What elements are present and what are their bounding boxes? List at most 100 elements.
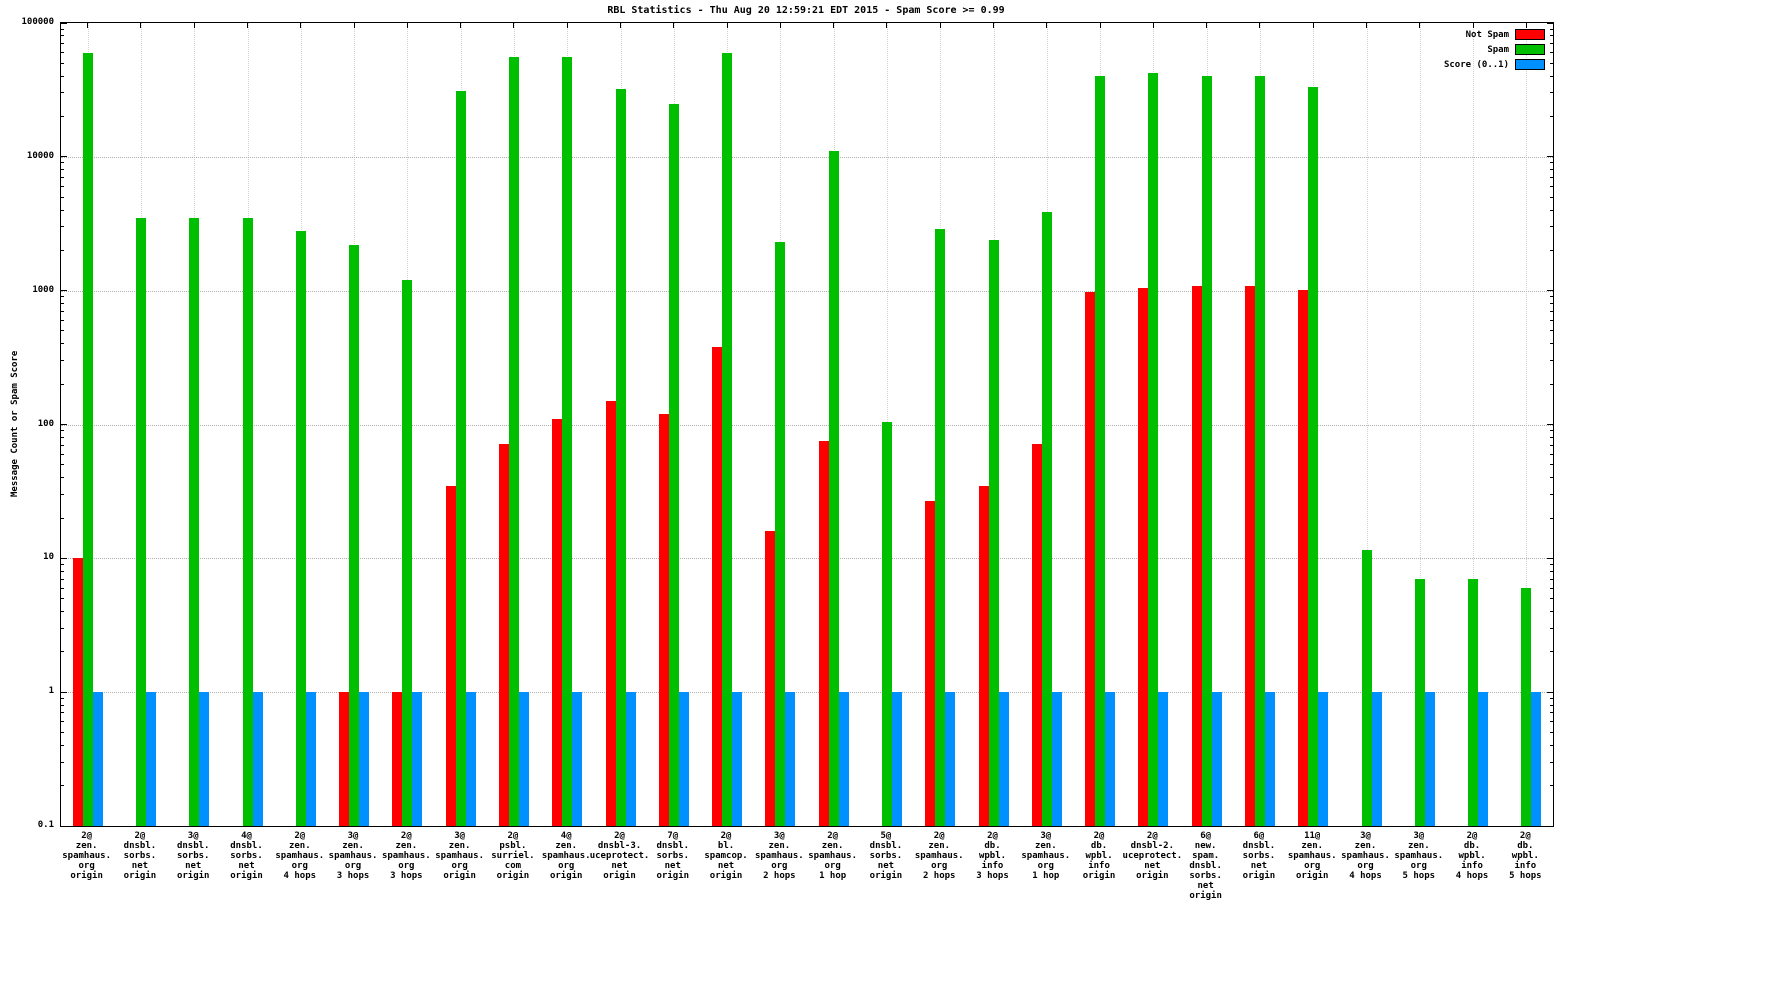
y-minor-tick-mark [61, 785, 64, 787]
y-minor-tick-mark [61, 343, 64, 345]
bar-score [1318, 692, 1329, 826]
x-tick-label: 2@ psbl. surriel. com origin [491, 831, 535, 881]
y-minor-tick-mark [61, 169, 64, 171]
y-minor-tick-mark [1550, 209, 1553, 211]
x-tick-label: 3@ zen. spamhaus. org 5 hops [1394, 831, 1444, 881]
y-minor-tick-mark [61, 712, 64, 714]
y-tick-mark [61, 424, 67, 425]
y-minor-tick-mark [61, 587, 64, 589]
y-minor-tick-mark [61, 177, 64, 179]
y-minor-tick-mark [1550, 611, 1553, 613]
x-tick-mark [833, 23, 835, 28]
bar-not-spam [658, 413, 669, 826]
bar-spam [402, 280, 413, 826]
bar-spam [775, 242, 786, 826]
y-minor-tick-mark [61, 43, 64, 45]
x-tick-label: 2@ zen. spamhaus. org 3 hops [381, 831, 431, 881]
bar-score [572, 692, 583, 826]
y-minor-tick-mark [1550, 360, 1553, 362]
y-minor-tick-mark [1550, 721, 1553, 723]
y-minor-tick-mark [1550, 310, 1553, 312]
y-minor-tick-mark [61, 453, 64, 455]
x-tick-mark [1419, 23, 1421, 28]
y-minor-tick-mark [1550, 731, 1553, 733]
y-minor-tick-mark [61, 62, 64, 64]
y-minor-tick-mark [61, 444, 64, 446]
bar-not-spam [392, 692, 403, 826]
y-minor-tick-mark [61, 186, 64, 188]
y-minor-tick-mark [1550, 477, 1553, 479]
y-minor-tick-mark [61, 704, 64, 706]
y-minor-tick-mark [1550, 75, 1553, 77]
x-tick-label: 2@ zen. spamhaus. org origin [62, 831, 112, 881]
y-tick-mark [61, 825, 67, 827]
y-tick-label: 10000 [26, 150, 54, 161]
y-minor-tick-mark [61, 162, 64, 164]
bar-not-spam [498, 443, 509, 826]
y-minor-tick-mark [61, 28, 64, 30]
x-tick-label: 6@ new. spam. dnsbl. sorbs. net origin [1189, 831, 1222, 901]
bar-score [785, 692, 796, 826]
plot-area: Not Spam Spam Score (0..1) [60, 22, 1554, 827]
y-tick-label: 100 [37, 418, 54, 429]
x-tick-mark [726, 23, 728, 28]
bar-not-spam [445, 485, 456, 826]
bar-not-spam [818, 441, 829, 826]
bar-score [678, 692, 689, 826]
y-tick-mark [61, 156, 67, 158]
x-tick-label: 2@ zen. spamhaus. org 1 hop [808, 831, 858, 881]
x-tick-label: 5@ dnsbl. sorbs. net origin [869, 831, 903, 881]
y-minor-tick-mark [1550, 177, 1553, 179]
y-minor-tick-mark [61, 430, 64, 432]
bar-not-spam [1138, 287, 1149, 826]
y-minor-tick-mark [1550, 761, 1553, 763]
y-tick-label: 1000 [32, 284, 54, 295]
y-minor-tick-mark [61, 436, 64, 438]
bar-not-spam [1298, 289, 1309, 826]
bar-spam [881, 421, 892, 826]
gridline-horizontal [61, 424, 1553, 426]
x-tick-label: 2@ db. wpbl. info 4 hops [1455, 831, 1489, 881]
y-minor-tick-mark [61, 92, 64, 94]
x-tick-mark [1259, 23, 1261, 28]
y-minor-tick-mark [1550, 92, 1553, 94]
y-minor-tick-mark [61, 697, 64, 699]
y-minor-tick-mark [61, 761, 64, 763]
y-minor-tick-mark [61, 627, 64, 629]
bar-score [732, 692, 743, 826]
y-tick-label: 100000 [21, 17, 54, 27]
legend-item: Spam [1487, 44, 1545, 55]
x-tick-mark [1525, 23, 1527, 28]
y-minor-tick-mark [1550, 226, 1553, 228]
y-minor-tick-mark [1550, 697, 1553, 699]
x-tick-mark [140, 23, 142, 28]
y-minor-tick-mark [61, 52, 64, 54]
bar-score [1424, 692, 1435, 826]
x-tick-label: 2@ db. wpbl. info origin [1082, 831, 1116, 881]
x-tick-mark [87, 23, 89, 28]
x-tick-label: 2@ dnsbl. sorbs. net origin [123, 831, 157, 881]
y-tick-label: 0.1 [37, 820, 54, 830]
y-minor-tick-mark [1550, 570, 1553, 572]
y-tick-mark [1547, 424, 1553, 425]
legend-item: Score (0..1) [1444, 59, 1545, 70]
y-minor-tick-mark [1550, 651, 1553, 653]
bar-not-spam [605, 400, 616, 826]
y-minor-tick-mark [61, 517, 64, 519]
y-minor-tick-mark [1550, 52, 1553, 54]
x-tick-mark [513, 23, 515, 28]
bar-spam [349, 244, 360, 826]
y-minor-tick-mark [1550, 186, 1553, 188]
y-minor-tick-mark [1550, 162, 1553, 164]
y-minor-tick-mark [1550, 62, 1553, 64]
x-tick-mark [247, 23, 248, 28]
bar-score [1371, 692, 1382, 826]
bar-score [1211, 692, 1222, 826]
bar-score [1105, 692, 1116, 826]
y-minor-tick-mark [1550, 319, 1553, 321]
bar-score [412, 692, 423, 826]
bar-score [305, 692, 316, 826]
x-tick-label: 2@ dnsbl-2. uceprotect. net origin [1122, 831, 1183, 881]
y-minor-tick-mark [61, 651, 64, 653]
bar-spam [135, 217, 146, 826]
